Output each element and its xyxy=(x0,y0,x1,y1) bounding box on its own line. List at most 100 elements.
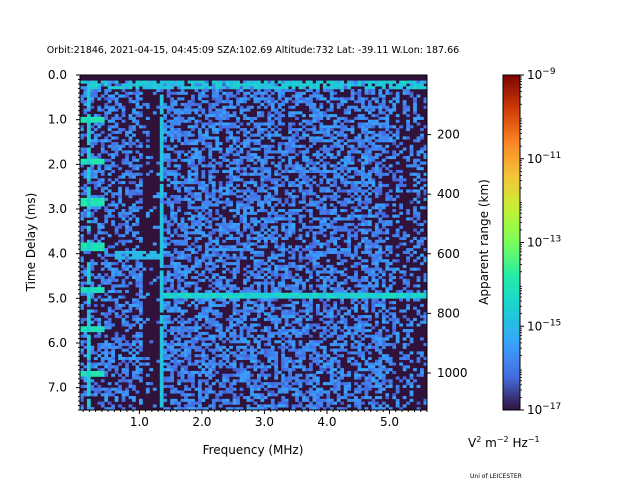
heatmap-cell xyxy=(322,301,327,305)
heatmap-cell xyxy=(138,309,143,313)
heatmap-cell xyxy=(80,161,84,165)
heatmap-cell xyxy=(243,94,247,98)
heatmap-cell xyxy=(173,334,178,338)
heatmap-cell xyxy=(364,144,369,148)
heatmap-cell xyxy=(128,164,133,168)
heatmap-cell xyxy=(121,242,126,246)
heatmap-cell xyxy=(256,276,261,280)
heatmap-cell xyxy=(385,122,390,126)
heatmap-cell xyxy=(114,250,119,254)
heatmap-cell xyxy=(315,273,320,277)
heatmap-cell xyxy=(145,83,150,87)
heatmap-cell xyxy=(239,214,244,218)
heatmap-cell xyxy=(166,119,171,123)
heatmap-cell xyxy=(194,315,199,319)
heatmap-cell xyxy=(211,167,216,171)
heatmap-cell xyxy=(260,228,265,232)
heatmap-cell xyxy=(93,86,98,90)
heatmap-cell xyxy=(111,284,115,288)
heatmap-cell xyxy=(197,133,202,137)
heatmap-cell xyxy=(121,214,126,218)
heatmap-cell xyxy=(100,130,105,134)
heatmap-cell xyxy=(371,169,376,174)
heatmap-cell xyxy=(118,284,122,288)
heatmap-cell xyxy=(215,242,220,246)
heatmap-cell xyxy=(333,340,338,344)
heatmap-cell xyxy=(336,295,341,299)
heatmap-cell xyxy=(388,197,393,201)
heatmap-cell xyxy=(406,158,410,162)
heatmap-cell xyxy=(409,273,414,277)
heatmap-cell xyxy=(225,248,230,252)
heatmap-cell xyxy=(86,298,91,302)
heatmap-cell xyxy=(312,236,317,241)
heatmap-cell xyxy=(374,292,379,296)
heatmap-cell xyxy=(284,320,289,324)
heatmap-cell xyxy=(343,281,348,285)
heatmap-cell xyxy=(309,273,313,277)
heatmap-cell xyxy=(132,315,136,319)
heatmap-cell xyxy=(156,161,161,165)
heatmap-cell xyxy=(86,195,91,199)
heatmap-cell xyxy=(357,144,362,148)
heatmap-cell xyxy=(333,97,338,101)
heatmap-cell xyxy=(197,345,202,349)
heatmap-cell xyxy=(159,270,164,274)
heatmap-cell xyxy=(288,343,292,347)
heatmap-cell xyxy=(222,220,227,224)
heatmap-cell xyxy=(423,172,428,176)
heatmap-cell xyxy=(420,242,424,246)
heatmap-cell xyxy=(215,147,220,151)
heatmap-cell xyxy=(125,256,129,260)
heatmap-cell xyxy=(83,331,88,335)
heatmap-cell xyxy=(350,253,355,257)
heatmap-cell xyxy=(211,147,216,151)
heatmap-cell xyxy=(270,320,275,324)
heatmap-cell xyxy=(319,128,324,132)
heatmap-cell xyxy=(232,111,237,115)
heatmap-cell xyxy=(315,250,320,254)
heatmap-cell xyxy=(263,245,268,249)
heatmap-cell xyxy=(361,276,365,280)
heatmap-cell xyxy=(288,150,292,154)
heatmap-cell xyxy=(322,281,327,285)
heatmap-cell xyxy=(204,189,209,193)
heatmap-cell xyxy=(222,250,227,254)
heatmap-cell xyxy=(239,200,244,204)
heatmap-cell xyxy=(173,343,178,347)
heatmap-cell xyxy=(166,287,171,291)
heatmap-cell xyxy=(395,331,400,335)
heatmap-cell xyxy=(93,114,98,118)
heatmap-cell xyxy=(166,231,171,235)
heatmap-cell xyxy=(406,128,410,132)
heatmap-cell xyxy=(357,136,362,140)
heatmap-cell xyxy=(364,122,369,126)
heatmap-cell xyxy=(145,139,150,143)
heatmap-cell xyxy=(166,270,171,274)
heatmap-cell xyxy=(215,259,220,263)
heatmap-cell xyxy=(374,147,379,151)
heatmap-cell xyxy=(173,91,178,95)
heatmap-cell xyxy=(406,155,410,160)
heatmap-cell xyxy=(388,189,393,193)
heatmap-cell xyxy=(361,125,365,129)
heatmap-cell xyxy=(253,264,258,268)
heatmap-cell xyxy=(145,214,150,218)
heatmap-cell xyxy=(204,83,209,87)
heatmap-cell xyxy=(191,225,195,229)
heatmap-cell xyxy=(201,189,206,193)
heatmap-cell xyxy=(260,97,265,101)
heatmap-cell xyxy=(211,340,216,344)
heatmap-cell xyxy=(253,289,258,294)
heatmap-cell xyxy=(288,323,292,327)
heatmap-cell xyxy=(152,225,157,229)
heatmap-cell xyxy=(267,203,272,207)
heatmap-cell xyxy=(159,225,164,229)
heatmap-cell xyxy=(288,111,292,115)
heatmap-cell xyxy=(364,88,369,93)
heatmap-cell xyxy=(263,122,268,126)
heatmap-cell xyxy=(125,320,129,324)
heatmap-cell xyxy=(236,292,240,296)
heatmap-cell xyxy=(256,343,261,347)
heatmap-cell xyxy=(163,295,168,299)
